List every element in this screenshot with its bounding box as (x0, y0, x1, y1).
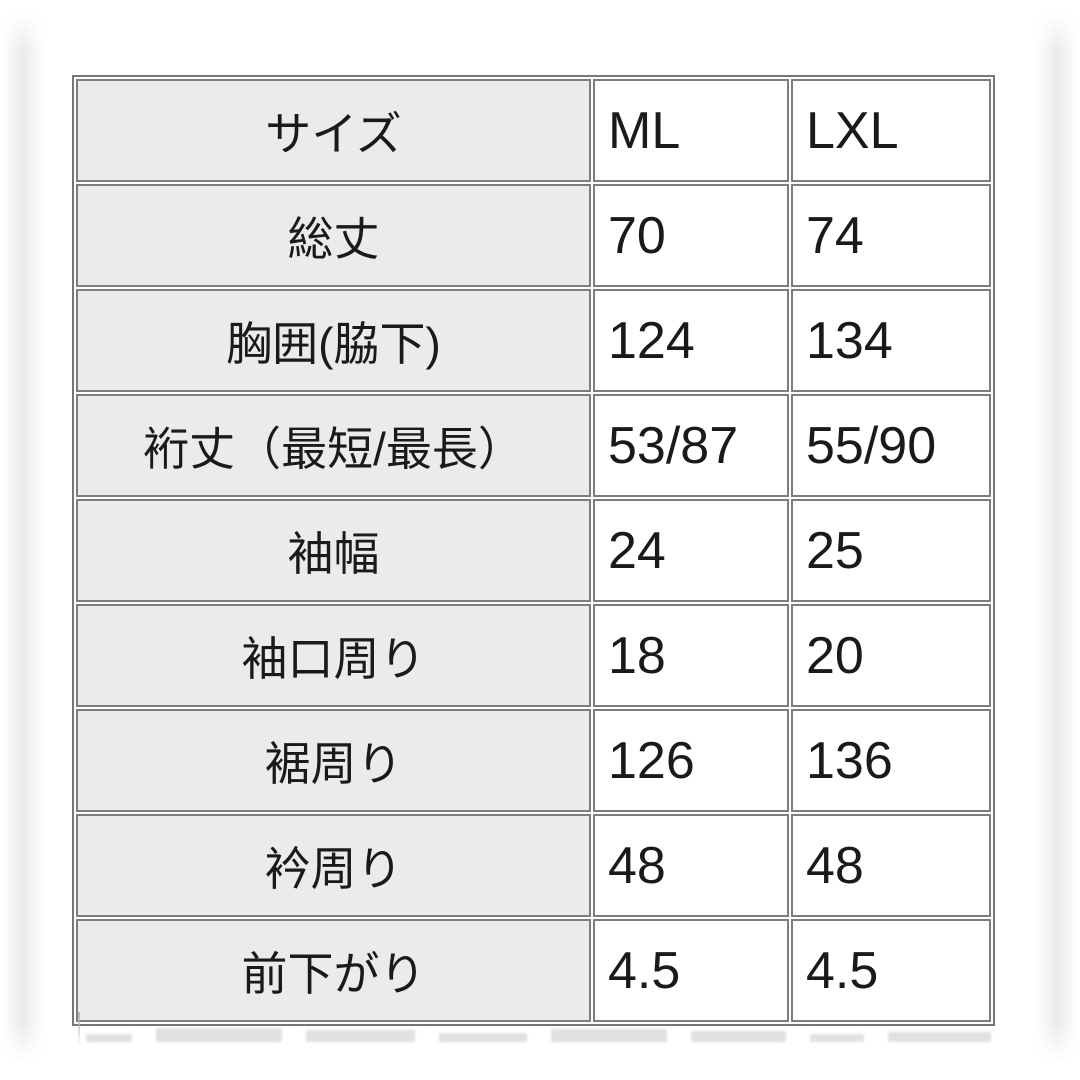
left-edge-shadow (2, 12, 44, 1062)
clipped-text-remnant (86, 1024, 991, 1048)
column-header-ml: ML (593, 79, 789, 182)
measure-label: 裄丈（最短/最長） (76, 394, 591, 497)
clipped-border-remnant (78, 1012, 80, 1046)
table-row: 胸囲(脇下) 124 134 (76, 289, 991, 392)
value-cell-lxl: 134 (791, 289, 991, 392)
table-row: 袖幅 24 25 (76, 499, 991, 602)
value-cell-ml: 124 (593, 289, 789, 392)
right-edge-shadow (1036, 12, 1078, 1062)
value-cell-lxl: 25 (791, 499, 991, 602)
value-cell-ml: 126 (593, 709, 789, 812)
measure-label: 袖口周り (76, 604, 591, 707)
value-cell-ml: 18 (593, 604, 789, 707)
value-cell-lxl: 74 (791, 184, 991, 287)
value-cell-lxl: 136 (791, 709, 991, 812)
value-cell-ml: 48 (593, 814, 789, 917)
table-row: 裄丈（最短/最長） 53/87 55/90 (76, 394, 991, 497)
size-chart-table: サイズ ML LXL 総丈 70 74 胸囲(脇下) 124 134 裄丈（最短… (72, 75, 995, 1026)
measure-label: 裾周り (76, 709, 591, 812)
table-row: 総丈 70 74 (76, 184, 991, 287)
measure-label: 胸囲(脇下) (76, 289, 591, 392)
measure-label: 衿周り (76, 814, 591, 917)
measure-label: 前下がり (76, 919, 591, 1022)
column-header-lxl: LXL (791, 79, 991, 182)
value-cell-ml: 4.5 (593, 919, 789, 1022)
value-cell-lxl: 20 (791, 604, 991, 707)
size-header-cell: サイズ (76, 79, 591, 182)
table-row: 袖口周り 18 20 (76, 604, 991, 707)
value-cell-ml: 70 (593, 184, 789, 287)
value-cell-lxl: 4.5 (791, 919, 991, 1022)
header-row: サイズ ML LXL (76, 79, 991, 182)
value-cell-lxl: 55/90 (791, 394, 991, 497)
value-cell-lxl: 48 (791, 814, 991, 917)
value-cell-ml: 24 (593, 499, 789, 602)
table-row: 衿周り 48 48 (76, 814, 991, 917)
measure-label: 総丈 (76, 184, 591, 287)
value-cell-ml: 53/87 (593, 394, 789, 497)
table-row: 前下がり 4.5 4.5 (76, 919, 991, 1022)
table-row: 裾周り 126 136 (76, 709, 991, 812)
measure-label: 袖幅 (76, 499, 591, 602)
